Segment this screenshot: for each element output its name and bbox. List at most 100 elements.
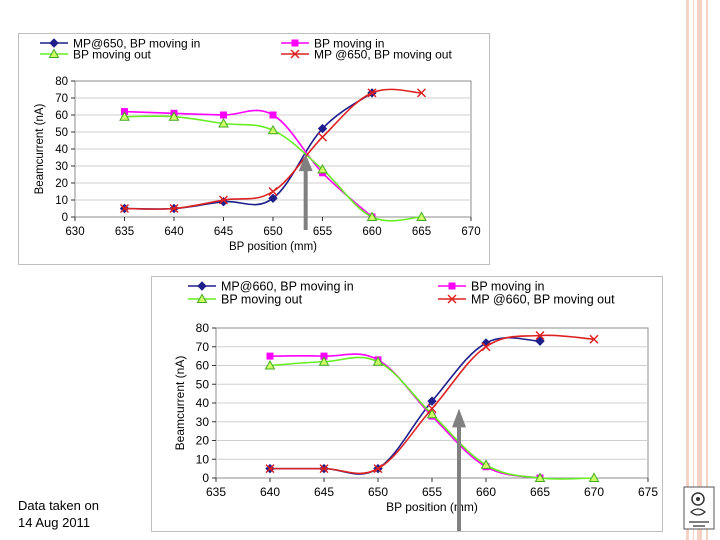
chart-1-series-3-point-5 xyxy=(317,163,328,174)
chart-1-series-3-point-3 xyxy=(218,117,229,128)
chart-1-xtick-label-655: 655 xyxy=(313,226,332,238)
logo-icon xyxy=(683,486,715,530)
chart-2-xtick-label-670: 670 xyxy=(584,485,604,499)
chart-2-series-3-point-5 xyxy=(480,459,492,469)
chart-1-frame: MP@650, BP moving in BP moving in BP movin… xyxy=(18,33,490,265)
chart-2-legend-label-2: BP moving in xyxy=(471,280,544,294)
chart-1-legend-entry-2: BP moving in xyxy=(281,37,384,51)
chart-1-xtick-label-630: 630 xyxy=(65,226,84,238)
chart-1-ytick-label-70: 70 xyxy=(55,93,68,105)
chart-1-series-3-point-2 xyxy=(168,111,180,121)
chart-2-ytick-label-10: 10 xyxy=(196,452,210,466)
chart-2-series-1-point-6 xyxy=(535,336,545,346)
chart-1-legend-marker-2 xyxy=(291,39,299,47)
chart-2-ytick-label-70: 70 xyxy=(196,340,210,354)
chart-2-legend-entry-3: BP moving out xyxy=(188,293,303,307)
chart-1-legend-entry-1: MP@650, BP moving in xyxy=(40,37,200,51)
chart-1-xtick-label-645: 645 xyxy=(214,226,233,238)
chart-1-xtick-label-635: 635 xyxy=(115,226,134,238)
chart-1-series-3-point-1 xyxy=(119,111,130,121)
chart-1-legend-label-3: BP moving out xyxy=(73,48,151,62)
chart-2-series-3-point-3 xyxy=(372,356,384,366)
chart-1-ytick-label-40: 40 xyxy=(55,144,68,156)
chart-2-xtick-label-635: 635 xyxy=(206,485,226,499)
chart-2-legend-marker-4 xyxy=(447,294,457,304)
caption-line-1: Data taken on xyxy=(18,498,99,513)
chart-2-legend-entry-1: MP@660, BP moving in xyxy=(188,280,354,294)
chart-1-xtick-label-660: 660 xyxy=(362,226,381,238)
chart-1-legend-entry-3: BP moving out xyxy=(40,48,151,62)
chart-2-xtick-label-665: 665 xyxy=(530,485,550,499)
chart-1-ytick-label-10: 10 xyxy=(55,195,68,207)
chart-1-ytick-label-0: 0 xyxy=(62,212,68,224)
chart-2-legend-entry-4: MP @660, BP moving out xyxy=(438,293,615,307)
chart-1-xtick-label-640: 640 xyxy=(164,226,183,238)
chart-2-series-2-point-2 xyxy=(320,352,328,360)
chart-2-xtick-label-640: 640 xyxy=(260,485,280,499)
decorative-stripe-2 xyxy=(693,0,694,540)
chart-2-legend-label-4: MP @660, BP moving out xyxy=(471,293,615,307)
chart-1-x-axis-label: BP position (mm) xyxy=(229,241,317,253)
chart-1-series-4-point-2 xyxy=(169,203,179,214)
chart-1-series-3-point-4 xyxy=(267,124,279,135)
chart-2-series-3-point-1 xyxy=(264,359,276,370)
chart-1-series-3-point-6 xyxy=(366,211,378,221)
chart-2-legend-label-3: BP moving out xyxy=(221,293,303,307)
chart-2-arrow-head xyxy=(452,408,466,428)
chart-1-series-1-point-5 xyxy=(317,123,328,134)
chart-2-series-3-point-4 xyxy=(426,408,438,419)
chart-2-ytick-label-80: 80 xyxy=(196,321,210,335)
chart-1-series-2-point-4 xyxy=(269,111,277,119)
chart-2-xtick-label-650: 650 xyxy=(368,485,388,499)
chart-2: MP@660, BP moving in BP moving in BP movin… xyxy=(173,280,658,531)
chart-1-legend-marker-1 xyxy=(49,38,59,48)
chart-2-annotation-arrow xyxy=(452,408,466,531)
chart-1-ytick-label-20: 20 xyxy=(55,178,68,190)
chart-2-x-axis-label: BP position (mm) xyxy=(386,500,478,514)
chart-1-xtick-label-670: 670 xyxy=(461,226,480,238)
chart-1-xtick-label-665: 665 xyxy=(412,226,431,238)
chart-2-xtick-label-645: 645 xyxy=(314,485,334,499)
chart-2-ytick-label-30: 30 xyxy=(196,415,210,429)
chart-1-legend-marker-4 xyxy=(290,49,300,59)
chart-1-series-4-point-3 xyxy=(218,195,229,205)
chart-2-legend-label-1: MP@660, BP moving in xyxy=(221,280,354,294)
chart-2-series-4-point-6 xyxy=(535,330,545,341)
chart-2-ytick-label-20: 20 xyxy=(196,434,210,448)
chart-1-ytick-label-50: 50 xyxy=(55,127,68,139)
caption-line-2: 14 Aug 2011 xyxy=(18,515,91,530)
chart-1-legend-label-1: MP@650, BP moving in xyxy=(73,37,200,51)
chart-2-series-3-point-6 xyxy=(534,472,546,482)
chart-2-series-4-point-3 xyxy=(373,464,383,474)
chart-2-series-4-point-5 xyxy=(481,342,491,352)
chart-2-series-4-point-4 xyxy=(427,404,437,414)
chart-2-series-2-point-1 xyxy=(266,352,274,360)
chart-1-legend-label-2: BP moving in xyxy=(314,37,384,51)
chart-2-ytick-label-0: 0 xyxy=(202,471,209,485)
chart-2-legend-marker-2 xyxy=(448,282,456,290)
decorative-stripe-1 xyxy=(686,0,689,540)
chart-1-xtick-label-650: 650 xyxy=(263,226,282,238)
decorative-stripe-4 xyxy=(706,0,708,540)
chart-2-xtick-label-660: 660 xyxy=(476,485,496,499)
chart-1: MP@650, BP moving in BP moving in BP movin… xyxy=(34,37,481,254)
chart-2-legend-marker-1 xyxy=(197,281,207,291)
chart-1-series-4-point-4 xyxy=(268,186,278,197)
chart-1-ytick-label-60: 60 xyxy=(55,110,68,122)
chart-1-annotation-arrow xyxy=(298,154,313,230)
chart-2-series-4-point-1 xyxy=(265,464,275,474)
chart-1-ytick-label-80: 80 xyxy=(55,76,68,88)
chart-2-ytick-label-40: 40 xyxy=(196,396,210,410)
chart-2-xtick-label-675: 675 xyxy=(638,485,658,499)
chart-1-series-1-point-4 xyxy=(268,193,278,204)
chart-2-series-1-point-4 xyxy=(427,396,437,406)
chart-1-series-2-point-3 xyxy=(220,111,227,119)
caption: Data taken on 14 Aug 2011 xyxy=(18,497,99,531)
chart-2-legend-marker-3 xyxy=(196,293,208,303)
chart-2-series-4-point-2 xyxy=(319,464,329,474)
chart-2-ytick-label-50: 50 xyxy=(196,377,210,391)
chart-1-series-4-point-6 xyxy=(367,88,377,98)
chart-1-legend-label-4: MP @650, BP moving out xyxy=(314,48,452,62)
chart-1-series-4-point-1 xyxy=(119,203,130,214)
chart-2-series-4-point-7 xyxy=(589,334,599,344)
